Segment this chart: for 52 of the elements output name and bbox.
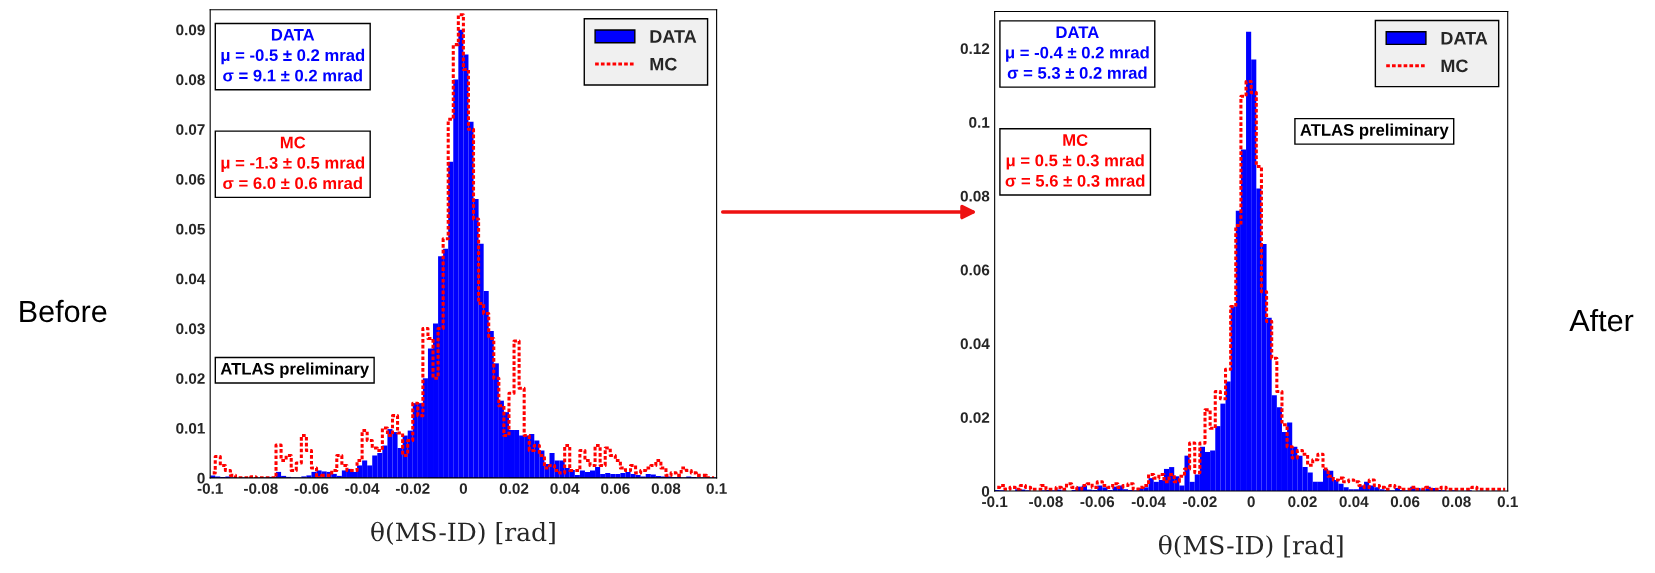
annotation: MC μ = -1.3 ± 0.5 mrad σ = 6.0 ± 0.6 mrad xyxy=(221,136,365,190)
y-tick-label: 0.05 xyxy=(176,223,205,235)
x-tick-label: 0.06 xyxy=(601,483,630,494)
x-tick-label: -0.08 xyxy=(1029,496,1063,508)
y-tick-label: 0.04 xyxy=(960,338,990,350)
y-tick-label: 0.1 xyxy=(969,117,990,128)
legend-label: MC xyxy=(1441,59,1468,73)
x-tick-label: -0.06 xyxy=(1080,496,1115,508)
x-tick-label: 0.02 xyxy=(499,483,529,494)
x-tick-label: -0.04 xyxy=(1131,496,1166,508)
x-axis-title: θ(MS-ID) [rad] xyxy=(371,521,555,545)
x-axis-title: θ(MS-ID) [rad] xyxy=(1158,534,1343,559)
annotation: ATLAS preliminary xyxy=(1300,123,1449,140)
x-tick-label: 0.08 xyxy=(651,483,681,494)
x-tick-label: -0.1 xyxy=(982,496,1008,508)
x-tick-label: 0.04 xyxy=(550,483,580,494)
x-tick-label: -0.08 xyxy=(244,483,278,494)
x-tick-label: -0.04 xyxy=(345,483,380,494)
y-tick-label: 0.06 xyxy=(176,173,205,185)
x-tick-label: 0.06 xyxy=(1390,496,1420,508)
y-tick-label: 0.01 xyxy=(176,422,205,434)
x-tick-label: 0.02 xyxy=(1288,496,1317,508)
x-tick-label: -0.02 xyxy=(1183,496,1217,508)
y-tick-label: 0 xyxy=(197,472,205,484)
y-tick-label: 0.02 xyxy=(176,373,205,384)
y-tick-label: 0.03 xyxy=(176,323,205,335)
x-tick-label: -0.06 xyxy=(294,483,329,494)
x-tick-label: -0.1 xyxy=(197,483,223,494)
legend-label: DATA xyxy=(650,30,697,43)
legend-label: MC xyxy=(650,57,677,71)
x-tick-label: 0.1 xyxy=(706,483,727,494)
y-tick-label: 0.12 xyxy=(960,43,990,55)
x-tick-label: 0.08 xyxy=(1442,496,1471,508)
y-tick-label: 0.04 xyxy=(176,273,206,285)
x-tick-label: 0 xyxy=(459,483,468,494)
x-tick-label: -0.02 xyxy=(395,483,430,494)
text: Before xyxy=(20,299,107,323)
legend-label: DATA xyxy=(1441,31,1488,45)
x-tick-label: 0 xyxy=(1247,496,1255,508)
text: After xyxy=(1569,308,1634,332)
x-tick-label: 0.1 xyxy=(1497,496,1518,508)
y-tick-label: 0.08 xyxy=(176,74,205,86)
y-tick-label: 0.02 xyxy=(960,412,990,423)
y-tick-label: 0.09 xyxy=(176,24,205,36)
annotation: MC μ = 0.5 ± 0.3 mrad σ = 5.6 ± 0.3 mrad xyxy=(1005,134,1145,187)
y-tick-label: 0.06 xyxy=(960,264,990,276)
annotation: ATLAS preliminary xyxy=(220,362,370,378)
x-tick-label: 0.04 xyxy=(1339,496,1369,508)
annotation: DATA μ = -0.4 ± 0.2 mrad σ = 5.3 ± 0.2 mrad xyxy=(1006,26,1149,79)
y-tick-label: 0.07 xyxy=(176,124,205,135)
annotation: DATA μ = -0.5 ± 0.2 mrad σ = 9.1 ± 0.2 mrad xyxy=(221,29,365,82)
y-tick-label: 0.08 xyxy=(960,190,990,202)
